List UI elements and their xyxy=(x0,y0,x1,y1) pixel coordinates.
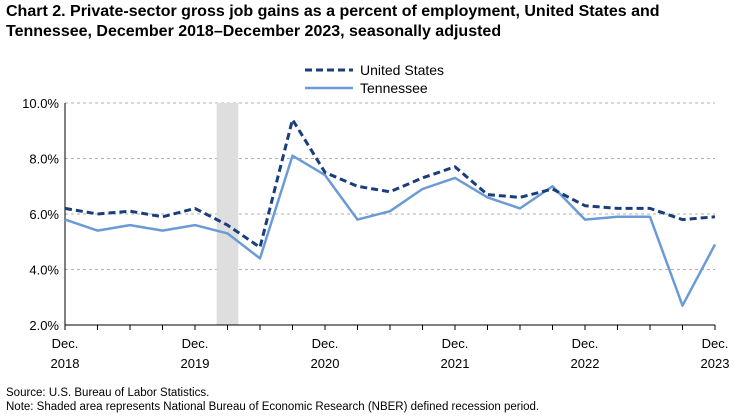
source-note: Source: U.S. Bureau of Labor Statistics. xyxy=(6,387,210,399)
x-tick-year: 2022 xyxy=(571,356,600,371)
x-tick-month: Dec. xyxy=(52,336,79,351)
y-tick-label: 6.0% xyxy=(29,207,59,222)
legend-label: United States xyxy=(360,62,444,78)
x-tick-year: 2023 xyxy=(701,356,730,371)
legend: United States Tennessee xyxy=(305,62,444,96)
x-tick-year: 2018 xyxy=(51,356,80,371)
series-line-united-states xyxy=(64,118,716,249)
x-tick-year: 2020 xyxy=(311,356,340,371)
legend-label: Tennessee xyxy=(360,80,428,96)
x-tick-labels: Dec. 2018 Dec. 2019 Dec. 2020 Dec. 2021 Dec. 2022… xyxy=(51,325,730,371)
gridlines xyxy=(65,102,715,270)
y-tick-label: 4.0% xyxy=(29,263,59,278)
series-line-tennessee xyxy=(64,154,717,307)
series-lines xyxy=(64,118,717,307)
x-tick-year: 2021 xyxy=(441,356,470,371)
y-tick-labels: 2.0% 4.0% 6.0% 8.0% 10.0% xyxy=(22,96,59,333)
x-tick-month: Dec. xyxy=(442,336,469,351)
y-tick-label: 8.0% xyxy=(29,152,59,167)
shading-note: Note: Shaded area represents National Bu… xyxy=(6,401,540,413)
recession-shading xyxy=(216,103,239,325)
x-tick-month: Dec. xyxy=(312,336,339,351)
x-tick-month: Dec. xyxy=(572,336,599,351)
x-tick-month: Dec. xyxy=(702,336,729,351)
x-tick-year: 2019 xyxy=(181,356,210,371)
y-tick-label: 2.0% xyxy=(29,318,59,333)
chart-footer: Source: U.S. Bureau of Labor Statistics.… xyxy=(6,386,539,414)
x-tick-month: Dec. xyxy=(182,336,209,351)
chart-title: Chart 2. Private-sector gross job gains … xyxy=(6,3,660,40)
y-tick-label: 10.0% xyxy=(22,96,59,111)
